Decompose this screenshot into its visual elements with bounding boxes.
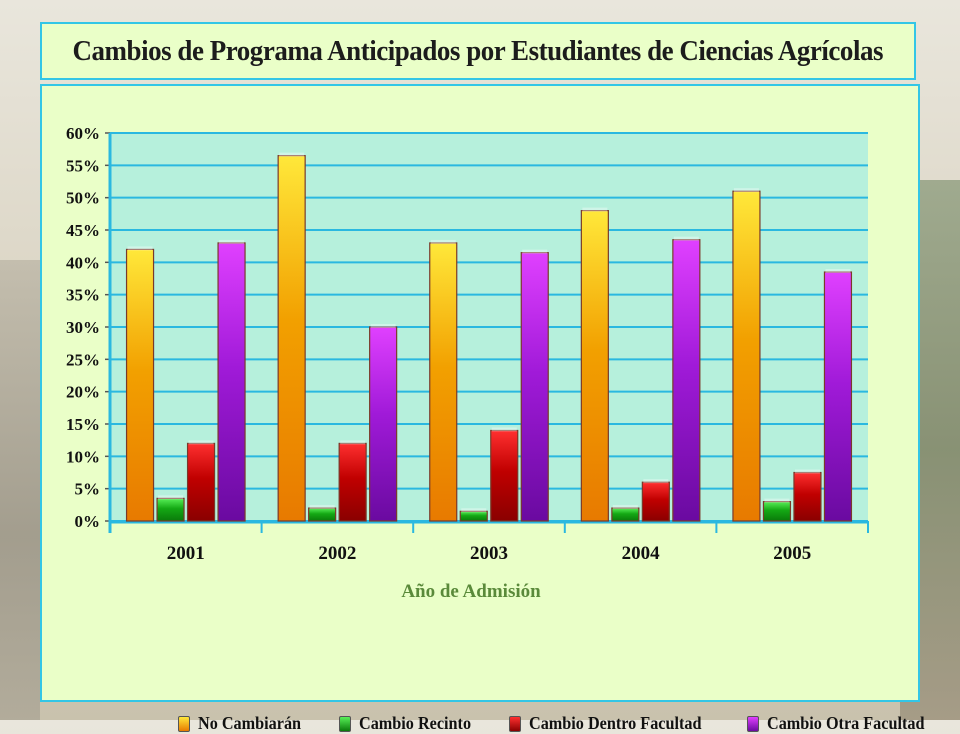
y-tick-label: 0% xyxy=(75,512,101,531)
y-tick-label: 10% xyxy=(66,447,100,466)
bar-top-highlight xyxy=(188,440,214,445)
bar-top-highlight xyxy=(461,508,487,513)
legend-item: Cambio Otra Facultad xyxy=(746,713,942,734)
chart-title: Cambios de Programa Anticipados por Estu… xyxy=(72,34,884,67)
bar-cambio-dentro-facultad-2005 xyxy=(793,471,822,522)
x-tick-label: 2001 xyxy=(167,543,205,564)
bar-top-highlight xyxy=(582,207,608,212)
bar-chart: 0% 5% 10% 15% 20% 25% 30% 35% 40% 45% 50% 55% 60% 200… xyxy=(66,124,869,602)
legend-swatch xyxy=(178,715,190,732)
bar-cambio-otra-facultad-2005 xyxy=(823,271,853,522)
bar-cambio-dentro-facultad-2001 xyxy=(186,442,216,522)
bar-no-cambiar-n-2002 xyxy=(277,155,306,522)
y-tick-label: 20% xyxy=(66,383,100,402)
bar-top-highlight xyxy=(158,495,184,500)
bar-top-highlight xyxy=(309,505,335,510)
x-tick-label: 2003 xyxy=(470,543,508,564)
y-tick-label: 25% xyxy=(66,350,100,369)
x-tick-label: 2005 xyxy=(773,543,811,564)
bar-cambio-dentro-facultad-2003 xyxy=(490,429,519,522)
bar-top-highlight xyxy=(340,440,366,445)
bar-cambio-recinto-2001 xyxy=(156,497,185,522)
bar-top-highlight xyxy=(219,239,245,244)
bar-cambio-dentro-facultad-2002 xyxy=(338,442,367,522)
y-tick-label: 50% xyxy=(66,189,100,208)
legend-label: Cambio Dentro Facultad xyxy=(529,713,702,733)
bar-no-cambiar-n-2003 xyxy=(429,242,458,522)
x-tick-label: 2002 xyxy=(318,543,356,564)
bar-cambio-recinto-2003 xyxy=(459,510,488,522)
y-tick-label: 40% xyxy=(66,253,100,272)
bar-top-highlight xyxy=(794,469,820,474)
chart-panel: 0% 5% 10% 15% 20% 25% 30% 35% 40% 45% 50% 55% 60% 200… xyxy=(40,84,924,733)
bar-top-highlight xyxy=(279,152,305,157)
bar-cambio-otra-facultad-2001 xyxy=(217,242,246,522)
chart-title-box: Cambios de Programa Anticipados por Estu… xyxy=(40,22,916,80)
bar-no-cambiar-n-2001 xyxy=(125,248,155,522)
legend-swatch xyxy=(509,715,522,732)
bar-cambio-recinto-2004 xyxy=(611,507,640,522)
bar-cambio-otra-facultad-2004 xyxy=(672,239,701,522)
bar-top-highlight xyxy=(764,498,790,503)
x-axis-title: Año de Admisión xyxy=(401,581,541,602)
bar-top-highlight xyxy=(127,246,153,251)
legend-swatch xyxy=(338,715,351,732)
legend-item: Cambio Dentro Facultad xyxy=(509,713,721,734)
bar-cambio-otra-facultad-2003 xyxy=(520,252,549,522)
y-tick-label: 45% xyxy=(66,221,100,240)
bar-top-highlight xyxy=(733,188,759,193)
bar-top-highlight xyxy=(370,324,396,328)
y-tick-label: 30% xyxy=(66,318,100,337)
bar-cambio-otra-facultad-2002 xyxy=(369,326,398,522)
chart-legend: No Cambiarán Cambio Recinto Cambio Dentro … xyxy=(178,713,942,734)
bar-cambio-dentro-facultad-2004 xyxy=(641,481,670,522)
bar-top-highlight xyxy=(825,269,851,274)
bar-no-cambiar-n-2005 xyxy=(732,190,761,522)
bar-top-highlight xyxy=(430,239,456,244)
bar-top-highlight xyxy=(643,479,669,484)
y-tick-label: 15% xyxy=(66,415,100,434)
y-tick-label: 35% xyxy=(66,286,100,305)
legend-label: No Cambiarán xyxy=(198,713,302,733)
bar-top-highlight xyxy=(491,427,517,432)
y-tick-label: 60% xyxy=(66,124,100,143)
legend-item: No Cambiarán xyxy=(178,713,313,734)
y-tick-label: 55% xyxy=(66,156,100,175)
bar-top-highlight xyxy=(522,249,548,254)
bar-top-highlight xyxy=(612,505,638,510)
bar-top-highlight xyxy=(673,236,699,241)
bar-cambio-recinto-2005 xyxy=(762,501,792,522)
bar-no-cambiar-n-2004 xyxy=(580,209,609,522)
legend-item: Cambio Recinto xyxy=(338,713,484,734)
background-building xyxy=(0,260,40,720)
x-tick-label: 2004 xyxy=(622,543,661,564)
y-tick-label: 5% xyxy=(75,480,101,499)
legend-label: Cambio Otra Facultad xyxy=(766,713,925,733)
legend-label: Cambio Recinto xyxy=(358,713,471,733)
legend-swatch xyxy=(746,715,759,732)
bar-cambio-recinto-2002 xyxy=(308,507,337,522)
